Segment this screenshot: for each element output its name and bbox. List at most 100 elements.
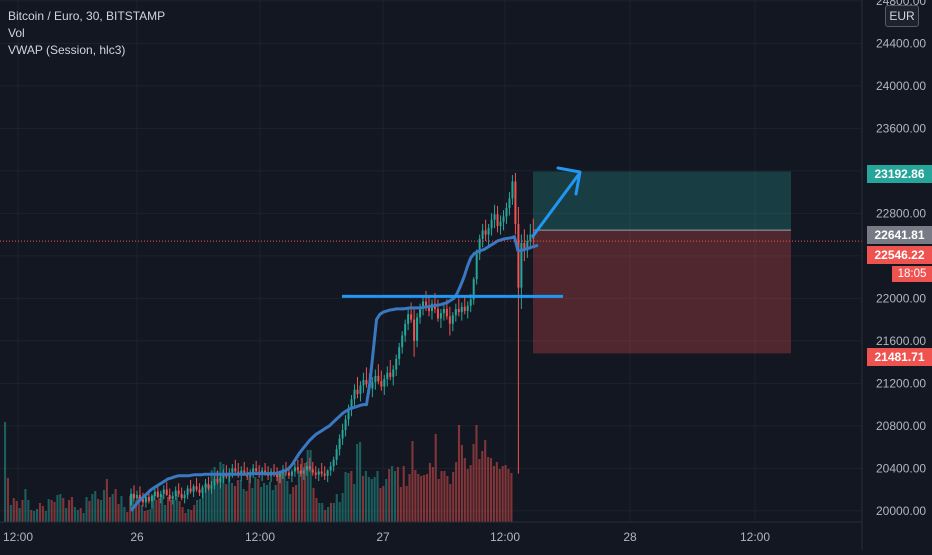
volume-bar [382, 486, 385, 522]
volume-bar [268, 482, 271, 522]
candle-body [290, 471, 293, 476]
candle-body [192, 486, 195, 492]
volume-indicator-label[interactable]: Vol [8, 26, 25, 40]
volume-bar [239, 480, 242, 522]
volume-bar [219, 462, 222, 522]
volume-bar [507, 469, 510, 522]
candle-body [156, 491, 159, 497]
volume-bar [472, 444, 475, 522]
volume-bar [434, 434, 437, 522]
vwap-indicator-label[interactable]: VWAP (Session, hlc3) [8, 43, 126, 57]
candle-body [448, 316, 451, 324]
volume-bar [201, 492, 204, 522]
volume-bar [292, 487, 295, 522]
volume-bar [30, 510, 33, 522]
candle-body [469, 299, 472, 306]
volume-bar [460, 445, 463, 522]
volume-bar [408, 474, 411, 522]
volume-bar [70, 497, 74, 522]
time-tick-label: 27 [376, 530, 390, 544]
candle-body [451, 315, 454, 324]
candle-body [413, 319, 416, 341]
price-tick-label: 20800.00 [876, 419, 926, 433]
volume-bar [440, 471, 443, 522]
arrow-head [556, 166, 582, 196]
volume-bar [481, 451, 484, 522]
candle-body [243, 470, 246, 474]
volume-bar [425, 474, 429, 522]
volume-bar [137, 497, 140, 522]
candle-body [457, 308, 460, 313]
stop-price-tag: 21481.71 [867, 348, 932, 366]
volume-bar [344, 472, 347, 522]
volume-bar [50, 500, 53, 522]
volume-bar [190, 510, 193, 522]
candle-body [371, 382, 374, 389]
volume-bar [222, 464, 225, 522]
price-tick-label: 20000.00 [876, 504, 926, 518]
volume-bar [414, 470, 417, 522]
volume-bar [280, 473, 283, 522]
candle-body [436, 308, 439, 319]
volume-bar [73, 507, 76, 522]
volume-bar [100, 500, 103, 522]
volume-bar [18, 508, 21, 522]
volume-bar [484, 440, 487, 522]
candle-body [305, 466, 308, 471]
candle-body [329, 466, 332, 471]
volume-bar [385, 479, 388, 522]
volume-bar [324, 510, 327, 522]
currency-button[interactable]: EUR [885, 5, 919, 27]
volume-bar [126, 512, 129, 522]
candle-body [517, 223, 520, 288]
vwap-line [129, 235, 539, 512]
volume-bar [4, 422, 7, 522]
loss-zone [533, 230, 791, 354]
time-tick-label: 12:00 [245, 530, 275, 544]
candle-body [466, 305, 469, 312]
volume-bar [449, 484, 452, 522]
volume-bar [370, 479, 373, 522]
volume-bar [204, 483, 207, 522]
candle-body [335, 449, 338, 460]
candle-body [374, 375, 377, 383]
volume-bar [207, 485, 210, 522]
volume-bar [149, 509, 152, 522]
volume-bar [315, 498, 318, 522]
volume-bar [245, 491, 248, 522]
volume-bar [393, 471, 397, 522]
time-axis-bg [0, 522, 932, 550]
chart-legend: Bitcoin / Euro, 30, BITSTAMP Vol VWAP (S… [8, 8, 165, 59]
volume-bar [120, 496, 123, 522]
volume-bar [332, 503, 335, 522]
volume-bar [102, 490, 106, 522]
candle-body [186, 488, 189, 495]
arrow-shaft [531, 172, 581, 238]
time-tick-label: 12:00 [3, 530, 33, 544]
volume-bar [437, 479, 440, 522]
volume-bar [257, 479, 260, 522]
time-tick-label: 12:00 [740, 530, 770, 544]
volume-bar [297, 471, 301, 522]
candle-body [475, 253, 478, 280]
volume-bar [274, 485, 277, 522]
volume-bar [187, 509, 190, 522]
candle-body [487, 228, 490, 235]
volume-bar [36, 509, 39, 522]
candle-body [463, 306, 466, 312]
volume-bar [6, 478, 10, 522]
candle-body [183, 494, 186, 499]
candle-body [132, 493, 135, 499]
volume-bar [123, 507, 126, 522]
candle-body [410, 314, 413, 320]
volume-bar [286, 481, 289, 522]
volume-bar [44, 511, 47, 522]
candle-body [484, 230, 487, 235]
target-price-tag: 23192.86 [867, 165, 932, 183]
candle-body [422, 301, 425, 309]
symbol-title[interactable]: Bitcoin / Euro, 30, BITSTAMP [8, 9, 166, 23]
volume-bar [41, 506, 44, 522]
volume-bar [376, 471, 379, 522]
